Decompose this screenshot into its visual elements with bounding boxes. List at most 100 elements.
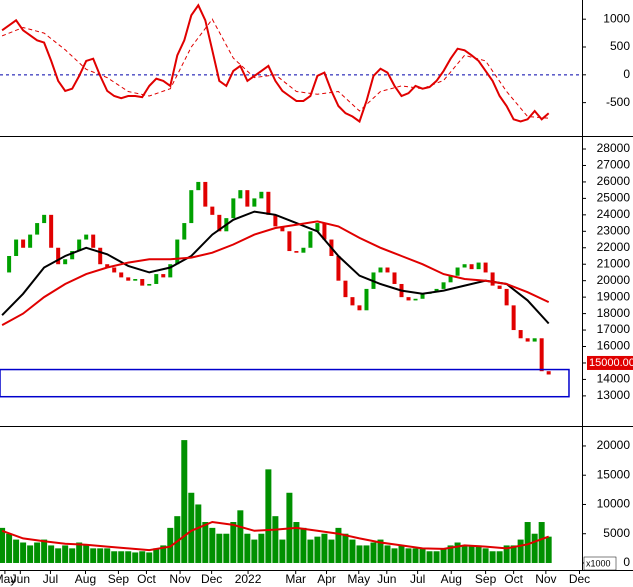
candle bbox=[133, 279, 138, 281]
volume-bar bbox=[132, 552, 139, 563]
y-tick-label: 500 bbox=[610, 39, 630, 53]
volume-bar bbox=[426, 551, 433, 563]
candle bbox=[203, 181, 208, 207]
volume-bar bbox=[342, 533, 349, 563]
volume-bar bbox=[300, 527, 307, 563]
x-tick-label: Jun bbox=[11, 572, 30, 586]
candle bbox=[252, 198, 257, 207]
volume-bar bbox=[41, 539, 48, 563]
volume-bar bbox=[468, 545, 475, 563]
volume-bar bbox=[55, 548, 62, 563]
volume-bar bbox=[489, 551, 496, 563]
volume-bar bbox=[188, 492, 195, 563]
candle bbox=[336, 255, 341, 281]
y-tick-label: 17000 bbox=[597, 322, 631, 336]
volume-bar bbox=[83, 545, 90, 563]
series-line bbox=[1, 3, 550, 124]
volume-bar bbox=[349, 539, 356, 563]
volume-bar bbox=[391, 548, 398, 563]
candle bbox=[385, 267, 390, 273]
volume-bar bbox=[370, 542, 377, 563]
volume-bar bbox=[216, 533, 223, 563]
candle bbox=[504, 288, 509, 306]
candle bbox=[217, 214, 222, 232]
volume-bar bbox=[76, 542, 83, 563]
volume-bar bbox=[531, 533, 538, 563]
x-tick-label: Jun bbox=[377, 572, 396, 586]
volume-bar bbox=[307, 539, 314, 563]
y-tick-label: 10000 bbox=[597, 497, 631, 511]
volume-bar bbox=[13, 539, 20, 563]
x-tick-label: Nov bbox=[535, 572, 556, 586]
candle bbox=[511, 305, 516, 331]
candle bbox=[161, 274, 166, 278]
volume-bar bbox=[328, 539, 335, 563]
y-tick-label: -500 bbox=[606, 95, 630, 109]
y-tick-label: 20000 bbox=[597, 438, 631, 452]
volume-bar bbox=[356, 545, 363, 563]
candle bbox=[231, 198, 236, 219]
candle bbox=[238, 190, 243, 199]
volume-bar bbox=[209, 527, 216, 563]
candle bbox=[273, 214, 278, 227]
candle bbox=[413, 298, 418, 301]
volume-bar bbox=[27, 545, 34, 563]
y-tick-label: 18000 bbox=[597, 306, 631, 320]
candle bbox=[497, 285, 502, 289]
volume-bar bbox=[251, 539, 258, 563]
volume-bar bbox=[139, 551, 146, 563]
volume-bar bbox=[6, 533, 13, 563]
volume-bar bbox=[433, 551, 440, 563]
candle bbox=[441, 282, 446, 289]
volume-bar bbox=[48, 545, 55, 563]
volume-bar bbox=[545, 536, 552, 563]
series-line bbox=[1, 210, 550, 325]
volume-bar bbox=[321, 533, 328, 563]
candle bbox=[35, 223, 40, 235]
candle bbox=[154, 274, 159, 284]
candle bbox=[434, 288, 439, 293]
volume-bar bbox=[461, 545, 468, 563]
volume-bar bbox=[447, 545, 454, 563]
y-tick-label: 22000 bbox=[597, 240, 631, 254]
volume-bar bbox=[118, 551, 125, 563]
x-tick-label: Apr bbox=[317, 572, 336, 586]
volume-bar bbox=[111, 551, 118, 563]
candle bbox=[105, 264, 110, 268]
volume-bar bbox=[279, 539, 286, 563]
candle bbox=[287, 231, 292, 252]
candle bbox=[406, 297, 411, 301]
volume-bar bbox=[0, 527, 6, 563]
candle bbox=[420, 293, 425, 299]
y-tick-label: 5000 bbox=[603, 526, 630, 540]
volume-bar bbox=[181, 440, 188, 563]
volume-bar bbox=[412, 548, 419, 563]
volume-bar bbox=[314, 536, 321, 563]
y-unit-label: x1000 bbox=[586, 558, 611, 568]
volume-bar bbox=[160, 545, 167, 563]
y-tick-label: 14000 bbox=[597, 372, 631, 386]
y-tick-label: 0 bbox=[623, 67, 630, 81]
x-tick-label: Mar bbox=[285, 572, 306, 586]
volume-bar bbox=[363, 545, 370, 563]
volume-bar bbox=[237, 510, 244, 563]
candle bbox=[91, 234, 96, 248]
x-tick-label: 2022 bbox=[235, 572, 262, 586]
candle bbox=[210, 206, 215, 215]
y-tick-label: 26000 bbox=[597, 174, 631, 188]
candle bbox=[42, 214, 47, 224]
volume-bar bbox=[524, 522, 531, 563]
y-tick-label: 28000 bbox=[597, 141, 631, 155]
candle bbox=[378, 267, 383, 273]
volume-bar bbox=[223, 533, 230, 563]
x-tick-label: Jul bbox=[410, 572, 425, 586]
candle bbox=[21, 239, 26, 248]
candle bbox=[196, 181, 201, 191]
x-tick-label: Jul bbox=[43, 572, 58, 586]
volume-bar bbox=[34, 542, 41, 563]
volume-bar bbox=[475, 545, 482, 563]
y-tick-label: 23000 bbox=[597, 223, 631, 237]
candle bbox=[63, 259, 68, 265]
volume-bar bbox=[195, 504, 202, 563]
candle bbox=[168, 264, 173, 278]
